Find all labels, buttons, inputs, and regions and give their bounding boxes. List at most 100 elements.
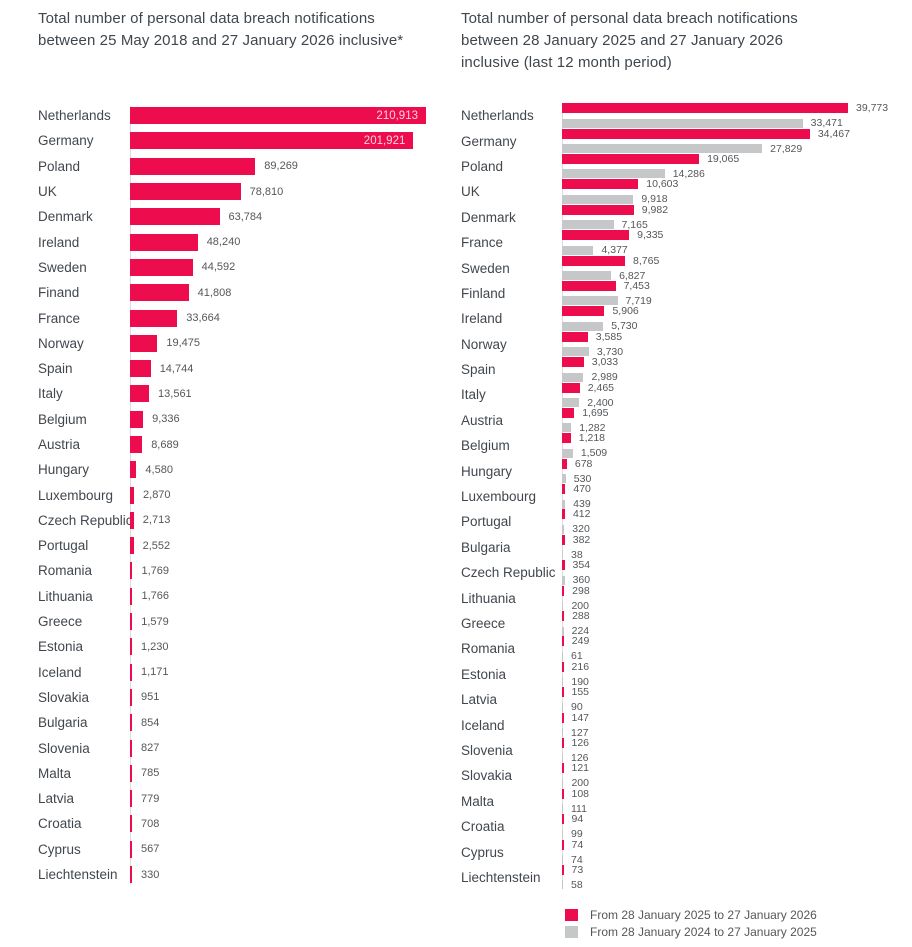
current-period-bar: [562, 534, 565, 545]
current-period-value: 34,467: [817, 127, 850, 140]
chart-last-12-months: Total number of personal data breach not…: [461, 8, 909, 939]
current-period-line: 2,465: [562, 382, 614, 394]
current-period-bar: [562, 204, 634, 215]
value-label: 567: [141, 843, 160, 856]
country-label: Slovakia: [461, 768, 513, 784]
bar-rows-total: Netherlands 210,913 Germany 201,921 Poland 89…: [38, 103, 446, 887]
country-label: Slovenia: [461, 742, 513, 758]
bar-row: France 9,335 4,377: [461, 229, 909, 256]
previous-period-line: 5,730: [562, 320, 639, 332]
current-period-bar: [562, 687, 564, 698]
previous-period-bar: [562, 651, 563, 661]
previous-period-value: 320: [572, 523, 590, 536]
country-label: Finland: [461, 285, 506, 301]
bar-pair: 73 58: [562, 864, 583, 891]
current-period-value: 108: [571, 787, 590, 800]
current-period-line: 1,218: [562, 432, 607, 444]
value-label: 2,870: [143, 489, 171, 502]
legend-item-previous-period: From 28 January 2024 to 27 January 2025: [565, 924, 817, 942]
value-label: 708: [141, 817, 160, 830]
bar-pair: 121 200: [562, 762, 589, 789]
current-period-value: 9,335: [637, 229, 664, 242]
previous-period-line: 14,286: [562, 168, 739, 180]
value-label: 1,230: [141, 640, 169, 653]
previous-period-value: 5,730: [611, 320, 638, 333]
country-label: Liechtenstein: [461, 869, 541, 885]
bar-row: Austria 8,689: [38, 432, 446, 457]
legend-label-current: From 28 January 2025 to 27 January 2026: [590, 907, 817, 922]
bar-row: Croatia 708: [38, 811, 446, 836]
bar-pair: 9,982 7,165: [562, 204, 668, 231]
current-period-bar: [562, 407, 575, 418]
previous-period-bar: [562, 347, 589, 357]
total-bar: [130, 183, 241, 201]
current-period-value: 288: [572, 610, 590, 623]
bar-row: Malta 785: [38, 761, 446, 786]
country-label: Slovakia: [38, 689, 90, 705]
previous-period-line: 1,509: [562, 447, 607, 459]
bar-row: UK 10,603 9,918: [461, 178, 909, 206]
value-label: 2,713: [142, 514, 171, 527]
previous-period-bar: [562, 855, 563, 865]
country-label: Hungary: [38, 462, 90, 478]
current-period-bar: [562, 458, 567, 469]
country-label: Belgium: [38, 411, 87, 427]
bar-row: Cyprus 74 74: [461, 839, 909, 866]
bar-row: Belgium 9,336: [38, 407, 446, 432]
current-period-value: 39,773: [856, 102, 889, 115]
current-period-bar: [562, 357, 584, 368]
country-label: Latvia: [461, 692, 498, 708]
country-label: Cyprus: [461, 844, 504, 860]
previous-period-value: 9,918: [641, 193, 668, 206]
bar-row: Germany 201,921: [38, 128, 446, 153]
bar-row: Portugal 412 320: [461, 508, 909, 536]
legend: From 28 January 2025 to 27 January 2026 …: [565, 906, 817, 941]
previous-period-bar: [562, 550, 563, 560]
legend-swatch-previous-icon: [565, 926, 578, 939]
bar-row: Luxembourg 2,870: [38, 482, 446, 507]
bar-row: Belgium 1,218 1,509: [461, 432, 909, 459]
previous-period-line: 58: [562, 879, 583, 891]
chart-total-since-2018: Total number of personal data breach not…: [38, 8, 446, 885]
legend-label-previous: From 28 January 2024 to 27 January 2025: [590, 925, 817, 940]
bar-rows-comparison: Netherlands 39,773 33,471 Germany 34,467 27,8…: [461, 102, 909, 891]
country-label: Bulgaria: [461, 539, 511, 555]
bar-pair: 108 111: [562, 788, 589, 815]
previous-period-bar: [562, 778, 564, 788]
country-label: Belgium: [461, 438, 510, 454]
previous-period-value: 7,719: [625, 294, 652, 307]
current-period-line: 249: [562, 635, 589, 647]
current-period-line: 354: [562, 559, 590, 571]
total-bar: [130, 613, 133, 631]
previous-period-line: 111: [562, 803, 589, 815]
bar-row: France 33,664: [38, 305, 446, 330]
previous-period-value: 38: [571, 548, 583, 561]
bar-row: Estonia 216 190: [461, 661, 909, 688]
current-period-line: 121: [562, 762, 589, 774]
country-label: Norway: [461, 336, 507, 352]
country-label: Malta: [461, 793, 495, 809]
value-label: 827: [141, 742, 160, 755]
value-label: 1,766: [141, 590, 169, 603]
country-label: Finand: [38, 285, 80, 301]
bar-row: Spain 14,744: [38, 356, 446, 381]
total-bar: [130, 360, 151, 378]
previous-period-bar: [562, 423, 572, 433]
bar-pair: 2,465 2,400: [562, 382, 614, 409]
previous-period-value: 1,509: [580, 447, 608, 460]
bar-row: Romania 1,769: [38, 558, 446, 583]
current-period-line: 108: [562, 788, 589, 800]
value-label: 13,561: [158, 387, 192, 400]
current-period-value: 678: [574, 457, 593, 470]
current-period-value: 1,695: [582, 406, 609, 419]
current-period-value: 3,033: [591, 356, 619, 369]
current-period-bar: [562, 153, 700, 164]
previous-period-line: 2,400: [562, 397, 614, 409]
total-bar: 201,921: [130, 132, 414, 150]
bar-pair: 5,906 5,730: [562, 305, 639, 332]
bar-pair: 94 99: [562, 813, 583, 840]
previous-period-value: 3,730: [596, 345, 624, 358]
total-bar: [130, 587, 133, 605]
country-label: Romania: [461, 641, 516, 657]
previous-period-value: 530: [573, 472, 592, 485]
